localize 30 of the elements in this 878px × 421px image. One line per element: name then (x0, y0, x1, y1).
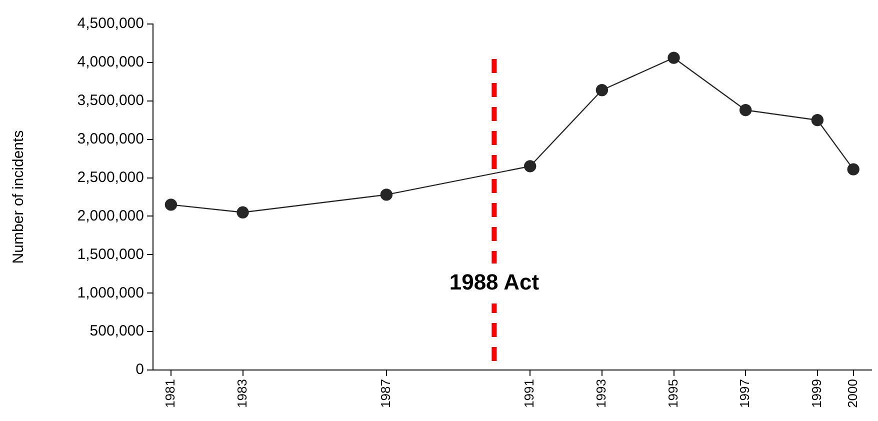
point (668, 52, 680, 64)
point (164, 198, 178, 211)
y-tick-label: 500,000 (90, 322, 144, 340)
y-tick-label: 2,000,000 (77, 207, 144, 224)
point (524, 160, 536, 172)
y-tick-label: 1,000,000 (77, 284, 144, 302)
x-tick-label: 2000 (844, 379, 860, 408)
y-tick-label: 3,500,000 (77, 92, 144, 110)
x-tick-label: 1999 (809, 379, 824, 408)
x-tick-label: 1993 (594, 379, 609, 408)
x-tick-label: 1995 (665, 379, 680, 408)
x-tick-label: 1987 (378, 379, 394, 408)
x-tick-label: 1983 (234, 379, 250, 408)
point (811, 114, 824, 126)
point (739, 104, 752, 116)
y-tick-label: 4,000,000 (77, 54, 144, 71)
ref-line-label: 1988 Act (449, 270, 540, 295)
point (380, 188, 393, 201)
point (236, 206, 249, 218)
y-axis-title: Number of incidents (10, 130, 28, 264)
point (847, 163, 860, 176)
point (596, 84, 608, 96)
y-tick-label: 4,500,000 (77, 15, 144, 32)
x-tick-label: 1981 (162, 379, 178, 408)
y-tick-label: 1,500,000 (77, 246, 144, 263)
x-tick-label: 1991 (522, 379, 537, 408)
y-tick-label: 3,000,000 (77, 130, 144, 148)
x-tick-label: 1997 (737, 379, 752, 408)
y-tick-label: 2,500,000 (77, 168, 144, 186)
y-tick-label: 0 (136, 361, 144, 378)
